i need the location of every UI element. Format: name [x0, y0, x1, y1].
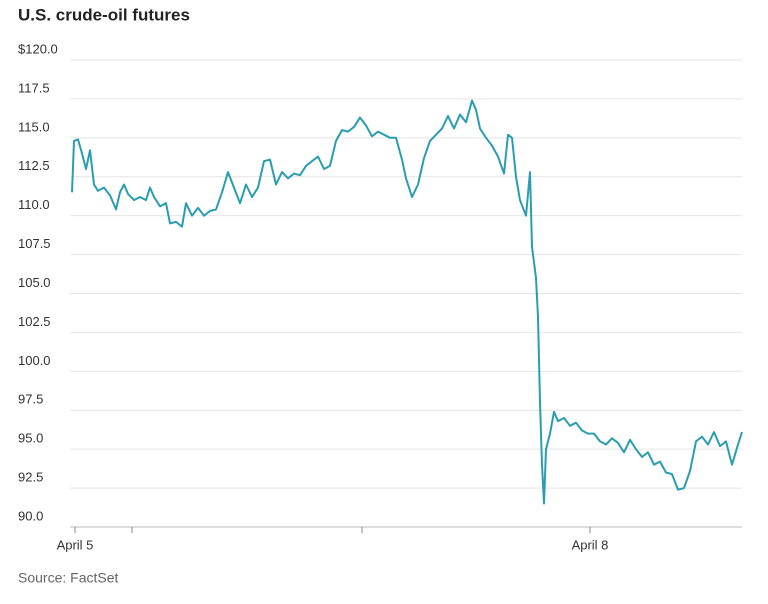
price-line: [71, 99, 743, 505]
y-tick-label: 102.5: [18, 314, 51, 329]
x-tick-label: April 5: [57, 537, 94, 552]
y-tick-label: 97.5: [18, 392, 43, 407]
y-tick-label: 90.0: [18, 508, 43, 523]
chart-title: U.S. crude-oil futures: [18, 5, 190, 24]
y-tick-label: 92.5: [18, 470, 43, 485]
y-tick-label: 115.0: [18, 119, 50, 134]
y-tick-label: 107.5: [18, 236, 51, 251]
y-tick-label: 112.5: [18, 158, 50, 173]
y-tick-label: 110.0: [18, 197, 50, 212]
y-tick-label: 95.0: [18, 431, 43, 446]
y-tick-label: 100.0: [18, 353, 51, 368]
source-note: Source: FactSet: [18, 570, 118, 586]
y-tick-label: 105.0: [18, 275, 51, 290]
y-tick-label: 117.5: [18, 80, 50, 95]
x-tick-label: April 8: [572, 537, 609, 552]
y-tick-label: $120.0: [18, 41, 58, 56]
